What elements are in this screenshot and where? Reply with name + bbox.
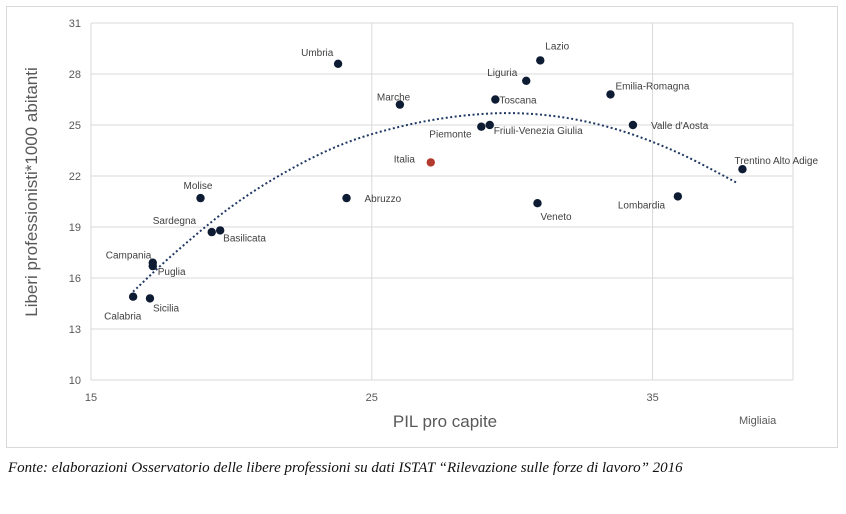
x-tick-label: 25 [366,392,378,404]
point-label-liguria: Liguria [487,68,517,79]
x-axis-title: PIL pro capite [393,412,497,431]
point-basilicata [215,226,225,235]
point-label-basilicata: Basilicata [223,233,266,244]
y-tick-label: 28 [69,69,81,81]
point-label-trentino-alto-adige: Trentino Alto Adige [734,156,818,167]
point-italia [426,158,435,167]
point-label-veneto: Veneto [540,212,572,223]
point-label-valle-d-aosta: Valle d'Aosta [651,121,709,132]
point-label-toscana: Toscana [499,96,537,107]
point-friuli-venezia-giulia [485,120,494,130]
point-label-emilia-romagna: Emilia-Romagna [615,81,689,92]
point-label-umbria: Umbria [301,48,334,59]
trendline [132,112,738,293]
point-abruzzo [342,193,351,203]
point-label-sicilia: Sicilia [153,303,180,314]
y-tick-label: 13 [69,324,81,336]
point-label-campania: Campania [106,251,152,262]
point-marche [395,100,405,109]
x-tick-labels: 15 25 35 [85,392,659,404]
point-valle-d-aosta [628,120,638,130]
y-tick-label: 16 [69,273,81,285]
y-tick-label: 19 [69,222,81,234]
point-label-friuli-venezia-giulia: Friuli-Venezia Giulia [494,126,583,137]
y-axis-title: Liberi professionisti*1000 abitanti [22,67,41,317]
data-points: Umbria Lazio Liguria Emilia-Romagna Marche To… [104,41,818,322]
point-umbria [333,59,343,68]
y-tick-label: 31 [69,18,81,30]
point-sicilia [145,294,155,303]
source-caption: Fonte: elaborazioni Osservatorio delle l… [8,460,683,476]
x-tick-label: 15 [85,392,97,404]
point-sardegna [207,227,216,237]
point-emilia-romagna [606,90,615,99]
point-toscana [491,95,500,104]
point-label-piemonte: Piemonte [429,130,472,141]
point-lazio [536,56,545,65]
y-tick-label: 25 [69,120,81,132]
point-label-italia: Italia [394,154,416,165]
point-molise [196,193,205,203]
point-label-lazio: Lazio [545,41,569,52]
point-label-marche: Marche [377,93,411,104]
chart-frame: 10 13 16 19 22 25 28 31 15 25 35 Umbria Lazio Ligur… [6,6,838,448]
point-piemonte [477,122,486,131]
point-label-sardegna: Sardegna [153,216,197,227]
point-label-lombardia: Lombardia [618,200,666,211]
point-veneto [533,199,542,208]
point-puglia [148,261,157,271]
y-tick-labels: 10 13 16 19 22 25 28 31 [69,18,81,387]
point-calabria [128,292,138,301]
x-tick-label: 35 [646,392,658,404]
point-lombardia [673,192,683,201]
point-label-abruzzo: Abruzzo [365,194,402,205]
y-tick-label: 22 [69,171,81,183]
scatter-chart: 10 13 16 19 22 25 28 31 15 25 35 Umbria Lazio Ligur… [22,18,818,431]
unit-label: Migliaia [739,415,777,427]
y-tick-label: 10 [69,375,81,387]
point-trentino-alto-adige [738,165,747,174]
point-label-puglia: Puglia [158,267,186,278]
point-liguria [522,76,531,86]
point-label-molise: Molise [184,181,213,192]
grid-lines [90,22,794,381]
point-label-calabria: Calabria [104,312,142,323]
